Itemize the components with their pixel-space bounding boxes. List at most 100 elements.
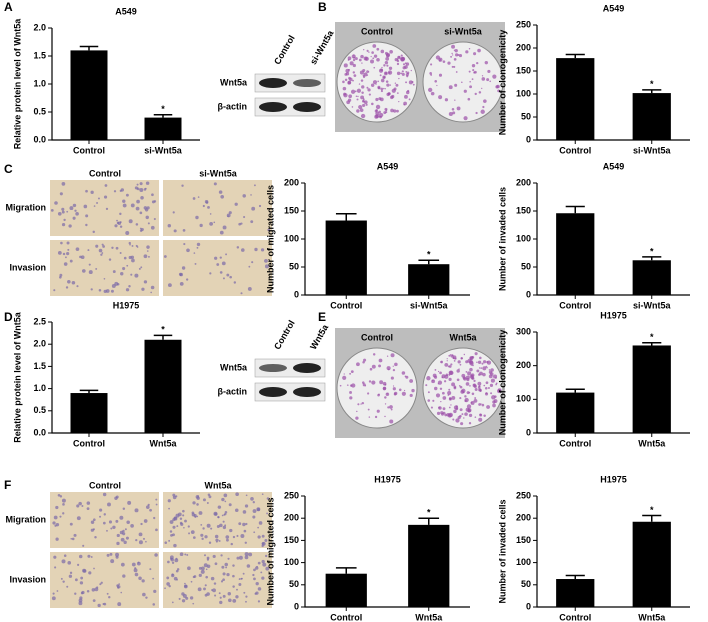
- cell: [173, 543, 177, 548]
- cell: [195, 215, 199, 220]
- cell: [127, 500, 132, 505]
- cell: [61, 498, 66, 503]
- y-tick-label: 1.0: [33, 383, 46, 393]
- colony: [486, 360, 492, 365]
- cell: [183, 242, 186, 246]
- colony: [467, 409, 471, 413]
- cell: [255, 591, 259, 595]
- cell: [83, 204, 88, 209]
- cell: [232, 535, 236, 539]
- colony: [371, 364, 376, 369]
- cell: [66, 585, 69, 588]
- cell: [92, 528, 95, 531]
- cell: [59, 192, 63, 196]
- x-tick-label: si-Wnt5a: [633, 300, 671, 310]
- colony: [463, 116, 468, 121]
- colony: [377, 80, 379, 83]
- colony: [484, 60, 489, 65]
- cell: [88, 263, 91, 266]
- colony: [384, 396, 387, 399]
- cell: [228, 211, 232, 215]
- colony: [356, 362, 360, 367]
- cell: [252, 501, 255, 504]
- colony: [447, 61, 451, 65]
- blot-band: [259, 387, 287, 397]
- cell: [108, 520, 113, 524]
- colony: [346, 384, 349, 386]
- blot-band: [293, 79, 321, 87]
- colony: [497, 89, 500, 93]
- cell: [179, 517, 183, 520]
- colony: [452, 111, 456, 115]
- colony: [396, 59, 400, 63]
- colony: [447, 390, 452, 396]
- colony: [355, 95, 358, 98]
- cell: [85, 223, 88, 227]
- colony: [448, 354, 451, 357]
- axes: [51, 28, 200, 141]
- axes: [536, 332, 690, 434]
- cell: [261, 542, 265, 545]
- cell: [208, 541, 212, 544]
- significance-mark: *: [161, 325, 165, 335]
- cell: [238, 583, 242, 587]
- colony: [403, 101, 407, 106]
- cell: [117, 585, 121, 589]
- cell: [54, 566, 57, 569]
- colony: [457, 415, 461, 420]
- x-tick-label: Control: [73, 145, 105, 155]
- cell: [61, 559, 66, 564]
- cell: [216, 524, 220, 528]
- micrograph: [50, 552, 159, 608]
- cell: [171, 573, 175, 578]
- colony: [456, 106, 461, 111]
- cell: [226, 572, 230, 577]
- cell: [179, 282, 184, 286]
- colony: [464, 412, 468, 416]
- x-tick-label: Wnt5a: [150, 438, 178, 448]
- colony: [398, 56, 401, 58]
- colony: [471, 78, 474, 81]
- cell: [246, 564, 251, 568]
- cell: [136, 199, 140, 204]
- cell: [69, 522, 73, 526]
- panel-letter: C: [4, 162, 13, 176]
- cell: [196, 503, 199, 506]
- colony: [370, 55, 372, 58]
- cell: [150, 285, 155, 290]
- cell: [104, 184, 108, 187]
- cell: [261, 493, 264, 496]
- colony: [432, 379, 434, 382]
- bar: [70, 50, 108, 140]
- cell: [70, 537, 73, 540]
- cell: [229, 528, 233, 533]
- colony: [386, 366, 391, 371]
- cell: [224, 562, 229, 567]
- colony: [446, 360, 448, 362]
- cell: [142, 592, 146, 597]
- cell: [227, 215, 229, 218]
- cell: [134, 572, 139, 577]
- colony: [473, 384, 477, 388]
- cell: [182, 593, 187, 598]
- cell: [115, 519, 119, 523]
- colony: [478, 367, 481, 369]
- colony: [348, 94, 352, 99]
- cell: [206, 556, 210, 560]
- colony: [354, 57, 358, 61]
- cell: [134, 186, 138, 190]
- cell: [236, 556, 240, 560]
- cell: [200, 523, 203, 526]
- cell: [116, 541, 120, 546]
- colony: [455, 71, 458, 73]
- dish: [336, 347, 418, 429]
- cell: [53, 515, 58, 520]
- colony: [396, 109, 399, 113]
- colony: [384, 403, 387, 405]
- cell: [67, 561, 72, 565]
- colony: [380, 87, 384, 91]
- micrograph-column-label: Wnt5a: [205, 480, 233, 490]
- colony: [453, 65, 456, 68]
- colony: [489, 383, 494, 388]
- cell: [169, 530, 173, 533]
